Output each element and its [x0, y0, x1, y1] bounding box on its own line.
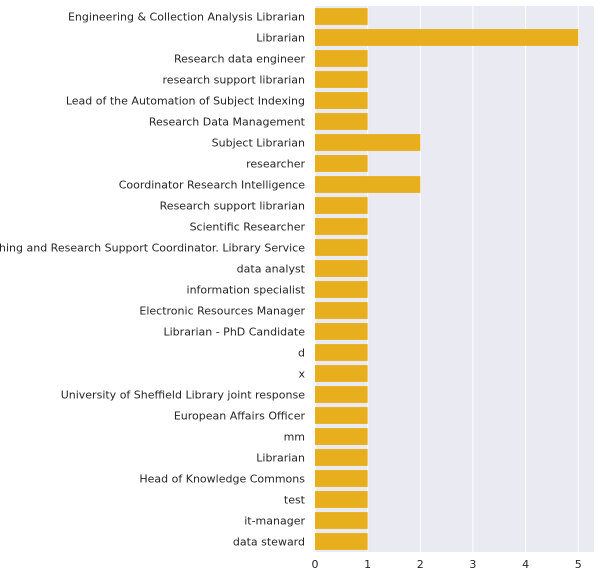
bar [315, 50, 368, 67]
category-labels: Engineering & Collection Analysis Librar… [0, 11, 306, 549]
category-label: x [298, 368, 305, 381]
bar [315, 176, 421, 193]
bar [315, 470, 368, 487]
bar [315, 386, 368, 403]
bar [315, 113, 368, 130]
category-label: Electronic Resources Manager [139, 305, 305, 318]
bar [315, 71, 368, 88]
category-label: University of Sheffield Library joint re… [61, 389, 306, 402]
bar [315, 155, 368, 172]
x-tick-label: 1 [364, 558, 371, 571]
category-label: d [298, 347, 305, 360]
x-tick-label: 2 [417, 558, 424, 571]
x-tick-label: 3 [469, 558, 476, 571]
bar [315, 281, 368, 298]
category-label: research support librarian [163, 74, 305, 87]
x-tick-label: 4 [522, 558, 529, 571]
bar [315, 218, 368, 235]
category-label: mm [284, 431, 305, 444]
bar [315, 197, 368, 214]
category-label: Engineering & Collection Analysis Librar… [68, 11, 305, 24]
category-label: Research Data Management [149, 116, 306, 129]
bar [315, 8, 368, 25]
category-label: data analyst [237, 263, 306, 276]
bar [315, 302, 368, 319]
category-label: Librarian [256, 452, 305, 465]
bar [315, 344, 368, 361]
bar [315, 260, 368, 277]
bar [315, 533, 368, 550]
category-label: Research data engineer [174, 53, 306, 66]
bar [315, 407, 368, 424]
category-label: data steward [233, 536, 305, 549]
x-tick-labels: 0 1 2 3 4 5 [312, 558, 582, 571]
bar [315, 134, 421, 151]
category-label: Lead of the Automation of Subject Indexi… [66, 95, 305, 108]
bar [315, 323, 368, 340]
category-label: Subject Librarian [212, 137, 305, 150]
bar [315, 365, 368, 382]
bar [315, 239, 368, 256]
x-tick-label: 0 [312, 558, 319, 571]
category-label: researcher [246, 158, 305, 171]
category-label: Coordinator Research Intelligence [119, 179, 305, 192]
category-label: it-manager [244, 515, 305, 528]
category-label: Teaching and Research Support Coordinato… [0, 242, 305, 255]
bar [315, 491, 368, 508]
category-label: test [284, 494, 306, 507]
category-label: information specialist [187, 284, 306, 297]
category-label: European Affairs Officer [174, 410, 306, 423]
bars [315, 8, 579, 550]
bar [315, 512, 368, 529]
category-label: Librarian [256, 32, 305, 45]
category-label: Librarian - PhD Candidate [164, 326, 306, 339]
bar [315, 92, 368, 109]
category-label: Scientific Researcher [190, 221, 306, 234]
x-tick-label: 5 [575, 558, 582, 571]
category-label: Research support librarian [160, 200, 305, 213]
bar [315, 449, 368, 466]
bar [315, 29, 579, 46]
bar [315, 428, 368, 445]
category-label: Head of Knowledge Commons [139, 473, 305, 486]
